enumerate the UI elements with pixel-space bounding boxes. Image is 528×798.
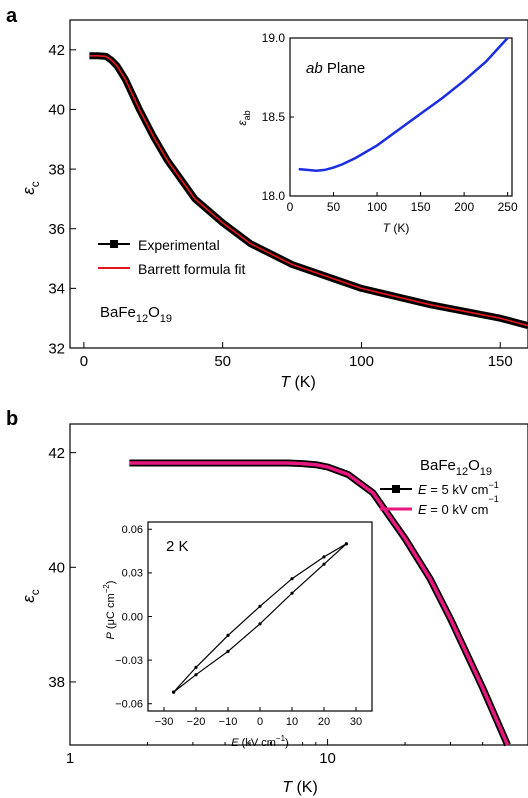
panel-b-letter: b [6,408,18,430]
a-inset-xtick-label: 0 [287,200,294,214]
b-main-xtick-label: 10 [319,750,336,767]
panel-b-compound-label: BaFe12O19 [420,457,492,478]
b-inset-xtick-label: 20 [318,716,330,728]
b-inset-ytick-label: −0.06 [115,699,143,711]
a-main-ytick-label: 32 [48,340,65,357]
inset-b-xlabel: E (kV cm−1) [231,734,288,749]
inset-b-title: 2 K [166,538,189,555]
panel-a-compound-label: BaFe12O19 [100,304,172,325]
panel-a-xlabel: T (K) [280,374,316,391]
hysteresis-point [194,665,198,670]
a-main-ytick-label: 40 [48,102,65,119]
series-hysteresis-branch-0 [173,543,347,693]
b-inset-ytick-label: 0.03 [122,568,143,580]
a-inset-ytick-label: 18.5 [262,110,286,124]
panel-b-ylabel: εc [19,589,42,602]
b-inset-ytick-label: 0.00 [122,611,143,623]
b-main-ytick-label: 38 [48,674,65,691]
a-main-ytick-label: 34 [48,281,65,298]
a-inset-xtick-label: 100 [367,200,387,214]
panel-b-legend: E = 5 kV cm−1 E = 0 kV cm−1 [380,480,499,517]
a-inset-xtick-label: 250 [498,200,518,214]
hysteresis-point [226,649,230,654]
a-main-ytick-label: 38 [48,161,65,178]
a-inset-xtick-label: 200 [454,200,474,214]
series-barrett-fit-line [89,55,528,327]
a-inset-xtick-label: 50 [327,200,341,214]
a-main-frame [69,19,528,349]
b-main-ytick-label: 40 [48,560,65,577]
b-inset-xtick-label: −20 [187,716,206,728]
b-inset-ytick-label: −0.03 [115,655,143,667]
panel-a-axes: 0 50 100 150 32 34 36 38 40 42 [48,19,528,370]
panel-b-inset-axes: −30 −20 −10 0 10 20 30 −0.06 −0.03 0.00 0.03 0.06 [115,521,373,728]
inset-a-ylabel: εab [235,110,252,125]
hysteresis-point [194,673,198,677]
b-inset-ytick-label: 0.06 [122,524,143,536]
inset-b-ylabel: P (μC cm−2) [102,581,117,640]
a-main-xtick-label: 50 [214,353,231,370]
panel-b-xlabel: T (K) [282,779,318,796]
a-main-xtick-label: 0 [80,353,88,370]
a-main-xtick-label: 100 [349,353,374,370]
hysteresis-point [226,633,230,638]
panel-b-axes: 1 10 38 40 42 [48,423,528,767]
inset-a-xlabel: T (K) [383,221,410,235]
b-main-xtick-label: 1 [66,750,74,767]
series-experimental-line [89,52,528,329]
hysteresis-point [172,690,176,694]
legend-fit-label: Barrett formula fit [138,261,245,277]
b-inset-xtick-label: 0 [257,716,263,728]
hysteresis-point [344,542,348,546]
series-ab-plane-line [298,37,509,172]
b-inset-xtick-label: −30 [155,716,174,728]
a-inset-ytick-label: 18.0 [262,189,286,203]
hysteresis-point [322,555,326,559]
a-inset-xtick-label: 150 [411,200,431,214]
b-inset-xtick-label: 10 [286,716,298,728]
series-e0-line [129,461,510,746]
a-inset-ytick-label: 19.0 [262,31,286,45]
legend-e0-label: E = 0 kV cm−1 [418,494,499,517]
panel-a-letter: a [6,5,18,27]
panel-a-ylabel: εc [19,181,42,194]
a-main-xtick-label: 150 [488,353,513,370]
hysteresis-point [290,577,294,581]
hysteresis-point [258,604,262,608]
panel-a-legend: Experimental Barrett formula fit [98,237,245,277]
legend-experimental-label: Experimental [138,237,220,253]
b-inset-xtick-label: −10 [219,716,238,728]
hysteresis-point [322,562,326,566]
b-main-frame [69,423,528,746]
legend-experimental-marker [110,240,118,248]
panel-a-inset-axes: 0 50 100 150 200 250 18.0 18.5 19.0 [262,31,518,214]
legend-e5-marker [392,485,400,493]
a-main-ytick-label: 36 [48,221,65,238]
inset-a-title: ab Plane [306,60,365,77]
hysteresis-point [290,591,294,595]
b-main-ytick-label: 42 [48,445,65,462]
a-main-ytick-label: 42 [48,42,65,59]
b-inset-xtick-label: 30 [350,716,362,728]
hysteresis-point [258,622,262,626]
series-hysteresis-branch-1 [173,543,347,693]
legend-e5-label: E = 5 kV cm−1 [418,480,499,497]
